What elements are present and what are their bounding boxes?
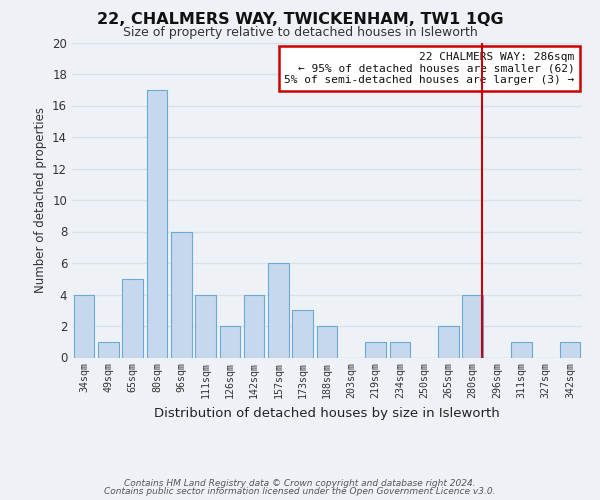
X-axis label: Distribution of detached houses by size in Isleworth: Distribution of detached houses by size … xyxy=(154,406,500,420)
Text: Contains public sector information licensed under the Open Government Licence v3: Contains public sector information licen… xyxy=(104,487,496,496)
Text: Contains HM Land Registry data © Crown copyright and database right 2024.: Contains HM Land Registry data © Crown c… xyxy=(124,478,476,488)
Bar xyxy=(195,294,216,358)
Y-axis label: Number of detached properties: Number of detached properties xyxy=(34,107,47,293)
Bar xyxy=(365,342,386,357)
Bar xyxy=(317,326,337,358)
Bar xyxy=(463,294,483,358)
Bar xyxy=(220,326,240,358)
Bar xyxy=(389,342,410,357)
Text: Size of property relative to detached houses in Isleworth: Size of property relative to detached ho… xyxy=(122,26,478,39)
Bar xyxy=(74,294,94,358)
Bar xyxy=(511,342,532,357)
Text: 22 CHALMERS WAY: 286sqm
← 95% of detached houses are smaller (62)
5% of semi-det: 22 CHALMERS WAY: 286sqm ← 95% of detache… xyxy=(284,52,574,85)
Bar xyxy=(98,342,119,357)
Bar xyxy=(171,232,191,358)
Bar xyxy=(146,90,167,357)
Bar xyxy=(292,310,313,358)
Bar xyxy=(244,294,265,358)
Bar xyxy=(438,326,459,358)
Text: 22, CHALMERS WAY, TWICKENHAM, TW1 1QG: 22, CHALMERS WAY, TWICKENHAM, TW1 1QG xyxy=(97,12,503,28)
Bar xyxy=(560,342,580,357)
Bar xyxy=(122,279,143,357)
Bar xyxy=(268,263,289,358)
